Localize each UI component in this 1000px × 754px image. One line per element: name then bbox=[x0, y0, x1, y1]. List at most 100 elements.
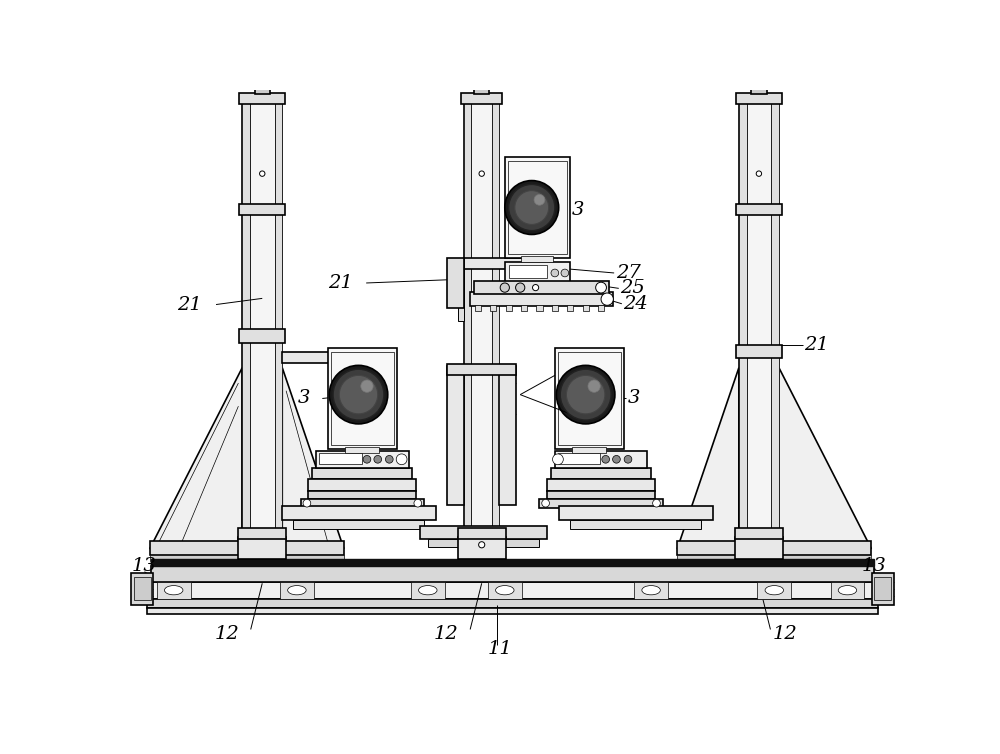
Bar bbox=[490, 305, 496, 311]
Bar bbox=[539, 498, 663, 508]
Bar bbox=[505, 158, 570, 258]
Circle shape bbox=[363, 455, 371, 463]
Bar bbox=[150, 541, 344, 555]
Text: 12: 12 bbox=[773, 625, 798, 643]
Circle shape bbox=[333, 369, 384, 420]
Bar bbox=[521, 256, 553, 262]
Text: 12: 12 bbox=[214, 625, 239, 643]
Bar bbox=[583, 305, 589, 311]
Text: 25: 25 bbox=[620, 280, 645, 297]
Circle shape bbox=[505, 180, 559, 234]
Circle shape bbox=[601, 293, 613, 305]
Bar bbox=[308, 479, 416, 491]
Bar bbox=[558, 453, 600, 464]
Bar bbox=[147, 582, 878, 599]
Bar bbox=[499, 366, 516, 504]
Bar bbox=[238, 537, 286, 559]
Bar bbox=[677, 541, 871, 555]
Circle shape bbox=[259, 547, 265, 553]
Circle shape bbox=[556, 366, 615, 424]
Bar bbox=[411, 582, 445, 599]
Circle shape bbox=[560, 369, 611, 420]
Bar bbox=[547, 479, 655, 491]
Bar bbox=[458, 260, 464, 321]
Bar bbox=[551, 467, 651, 479]
Bar bbox=[157, 582, 191, 599]
Bar bbox=[458, 528, 506, 538]
Text: 3: 3 bbox=[628, 390, 640, 407]
Bar bbox=[150, 555, 344, 561]
Circle shape bbox=[303, 499, 311, 507]
Bar bbox=[242, 102, 282, 549]
Circle shape bbox=[339, 375, 378, 414]
Circle shape bbox=[396, 454, 407, 464]
Bar bbox=[147, 608, 878, 614]
Circle shape bbox=[613, 455, 620, 463]
Bar bbox=[771, 102, 779, 549]
Circle shape bbox=[479, 171, 484, 176]
Bar bbox=[872, 572, 894, 605]
Circle shape bbox=[602, 455, 610, 463]
Circle shape bbox=[516, 283, 525, 293]
Bar bbox=[239, 93, 285, 103]
Bar bbox=[331, 351, 394, 446]
Bar bbox=[572, 447, 606, 453]
Bar bbox=[598, 305, 604, 311]
Circle shape bbox=[561, 269, 569, 277]
Bar bbox=[736, 93, 782, 103]
Bar bbox=[470, 293, 613, 306]
Bar bbox=[474, 85, 489, 94]
Circle shape bbox=[756, 547, 762, 553]
Ellipse shape bbox=[838, 586, 857, 595]
Bar bbox=[547, 491, 655, 498]
Circle shape bbox=[509, 185, 555, 231]
Polygon shape bbox=[779, 368, 871, 549]
Circle shape bbox=[553, 454, 563, 464]
Bar bbox=[552, 305, 558, 311]
Ellipse shape bbox=[765, 586, 784, 595]
Ellipse shape bbox=[642, 586, 660, 595]
Bar bbox=[831, 582, 864, 599]
Circle shape bbox=[414, 499, 422, 507]
Bar bbox=[735, 537, 783, 559]
Bar bbox=[506, 305, 512, 311]
Text: 27: 27 bbox=[616, 264, 640, 282]
Bar bbox=[567, 305, 573, 311]
Text: 13: 13 bbox=[131, 557, 156, 575]
Circle shape bbox=[361, 380, 373, 392]
Bar bbox=[242, 102, 250, 549]
Bar bbox=[345, 447, 379, 453]
Text: 11: 11 bbox=[488, 640, 513, 658]
Bar bbox=[508, 161, 567, 255]
Bar bbox=[134, 577, 151, 600]
Bar bbox=[536, 305, 543, 311]
Bar bbox=[521, 305, 527, 311]
Circle shape bbox=[542, 499, 549, 507]
Ellipse shape bbox=[419, 586, 437, 595]
Bar bbox=[464, 259, 533, 269]
Bar bbox=[505, 262, 570, 284]
Bar bbox=[570, 520, 701, 529]
Circle shape bbox=[374, 455, 382, 463]
Bar bbox=[739, 102, 747, 549]
Bar bbox=[238, 528, 286, 538]
Bar bbox=[316, 451, 409, 467]
Bar bbox=[464, 102, 499, 549]
Bar bbox=[428, 539, 539, 547]
Bar bbox=[447, 366, 464, 504]
Bar bbox=[558, 351, 621, 446]
Circle shape bbox=[596, 282, 606, 293]
Text: 21: 21 bbox=[177, 296, 202, 314]
Circle shape bbox=[551, 269, 559, 277]
Bar bbox=[282, 506, 436, 520]
Circle shape bbox=[329, 366, 388, 424]
Bar bbox=[301, 498, 424, 508]
Bar bbox=[282, 352, 352, 363]
Bar bbox=[677, 555, 871, 561]
Ellipse shape bbox=[288, 586, 306, 595]
Bar bbox=[634, 582, 668, 599]
Bar bbox=[147, 599, 878, 608]
Bar bbox=[258, 82, 267, 87]
Text: 13: 13 bbox=[861, 557, 886, 575]
Bar bbox=[239, 329, 285, 343]
